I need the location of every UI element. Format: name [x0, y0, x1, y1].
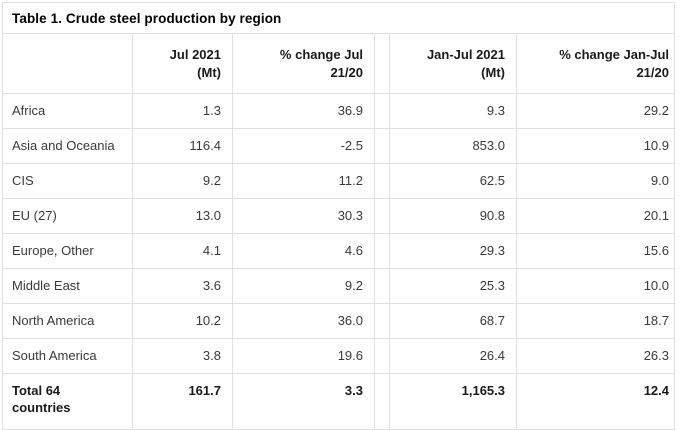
table-title-row: Table 1. Crude steel production by regio… [3, 3, 674, 34]
region-cell: Africa [3, 94, 133, 129]
total-value-cell: 3.3 [233, 374, 375, 429]
value-cell: 25.3 [390, 269, 517, 304]
value-cell: 19.6 [233, 339, 375, 374]
total-value-cell: 1,165.3 [390, 374, 517, 429]
spacer-cell [375, 199, 390, 234]
table-title: Table 1. Crude steel production by regio… [12, 10, 282, 26]
spacer-cell [375, 304, 390, 339]
value-cell: 29.2 [517, 94, 674, 129]
spacer-cell [375, 164, 390, 199]
spacer-cell [375, 129, 390, 164]
region-cell: Middle East [3, 269, 133, 304]
spacer-cell [375, 234, 390, 269]
value-cell: 4.6 [233, 234, 375, 269]
region-cell: Asia and Oceania [3, 129, 133, 164]
spacer-cell [375, 269, 390, 304]
value-cell: 36.9 [233, 94, 375, 129]
header-pct-change-jul: % change Jul 21/20 [233, 34, 375, 94]
total-value-cell: 12.4 [643, 383, 669, 398]
value-cell: 90.8 [390, 199, 517, 234]
value-cell: 10.2 [133, 304, 233, 339]
value-cell: 20.1 [517, 199, 674, 234]
header-jul-2021: Jul 2021 (Mt) [133, 34, 233, 94]
value-cell: 9.2 [133, 164, 233, 199]
value-cell: 3.6 [133, 269, 233, 304]
region-cell: CIS [3, 164, 133, 199]
value-cell: 1.3 [133, 94, 233, 129]
value-cell: 10.9 [517, 129, 674, 164]
table-grid: Jul 2021 (Mt) % change Jul 21/20 Jan-Jul… [3, 34, 674, 429]
spacer-cell [375, 34, 390, 94]
value-cell: 3.8 [133, 339, 233, 374]
header-pct-change-jan-jul: % change Jan-Jul 21/20 [517, 34, 674, 94]
value-cell: 15.6 [517, 234, 674, 269]
value-cell: 26.4 [390, 339, 517, 374]
value-cell: 9.2 [233, 269, 375, 304]
header-jan-jul-2021: Jan-Jul 2021 (Mt) [390, 34, 517, 94]
value-cell: 4.1 [133, 234, 233, 269]
value-cell: 9.3 [390, 94, 517, 129]
value-cell: 11.2 [233, 164, 375, 199]
value-cell: 10.0 [517, 269, 674, 304]
region-cell: North America [3, 304, 133, 339]
spacer-cell [375, 374, 390, 429]
region-cell: Europe, Other [3, 234, 133, 269]
value-cell: 68.7 [390, 304, 517, 339]
value-cell: 13.0 [133, 199, 233, 234]
spacer-cell [375, 339, 390, 374]
value-cell: 26.3 [517, 339, 674, 374]
total-region-cell: Total 64 countries [3, 374, 133, 429]
value-cell: 36.0 [233, 304, 375, 339]
total-value-cell: 161.7 [133, 374, 233, 429]
spacer-cell [375, 94, 390, 129]
value-cell: 18.7 [517, 304, 674, 339]
region-cell: South America [3, 339, 133, 374]
value-cell: 9.0 [517, 164, 674, 199]
value-cell: 29.3 [390, 234, 517, 269]
value-cell: -2.5 [233, 129, 375, 164]
value-cell: 116.4 [133, 129, 233, 164]
region-cell: EU (27) [3, 199, 133, 234]
header-region [3, 34, 133, 94]
value-cell: 62.5 [390, 164, 517, 199]
value-cell: 30.3 [233, 199, 375, 234]
value-cell: 853.0 [390, 129, 517, 164]
